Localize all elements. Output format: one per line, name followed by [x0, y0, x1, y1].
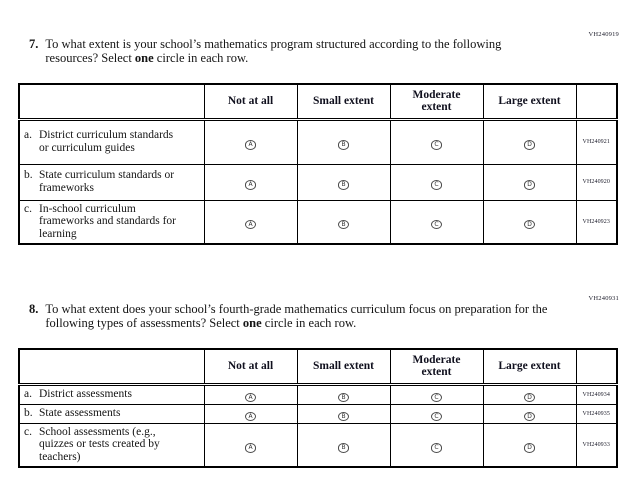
column-header-large-extent: Large extent — [482, 348, 577, 386]
empty-header-cell — [575, 83, 618, 121]
table-row: a. District curriculum standards or curr… — [18, 118, 618, 165]
column-header-not-at-all: Not at all — [203, 348, 298, 386]
row-letter: c. — [24, 202, 32, 215]
column-header-moderate-extent: Moderate extent — [389, 83, 484, 121]
item-code: VH240935 — [575, 403, 618, 424]
row-label: School assessments (e.g., quizzes or tes… — [39, 425, 160, 464]
question-text-part: circle in each row. — [261, 315, 357, 330]
row-label-cell: a. District assessments — [18, 383, 205, 405]
table-row: b. State curriculum standards or framewo… — [18, 163, 618, 201]
column-header-small-extent: Small extent — [296, 83, 391, 121]
option-circle-b[interactable]: B — [337, 180, 350, 190]
table-row: c. In-school curriculum frameworks and s… — [18, 199, 618, 245]
empty-header-cell — [575, 348, 618, 386]
option-circle-a[interactable]: A — [244, 219, 257, 230]
option-circle-d[interactable]: D — [523, 180, 536, 190]
table-row: b. State assessments A B C D VH240935 — [18, 403, 618, 424]
option-circle-b[interactable]: B — [337, 219, 350, 230]
question-8-prompt: 8. To what extent does your school’s fou… — [29, 302, 569, 330]
item-code: VH240920 — [575, 163, 618, 201]
option-circle-c[interactable]: C — [430, 411, 443, 422]
column-header-large-extent: Large extent — [482, 83, 577, 121]
option-circle-b[interactable]: B — [337, 140, 350, 150]
row-letter: b. — [24, 407, 33, 420]
row-letter: a. — [24, 388, 32, 401]
option-circle-c[interactable]: C — [430, 180, 443, 190]
option-circle-a[interactable]: A — [244, 180, 257, 190]
assessments-extent-table: Not at all Small extent Moderate extent … — [18, 348, 618, 468]
option-circle-c[interactable]: C — [430, 219, 443, 230]
question-text-bold: one — [134, 50, 154, 65]
item-code: VH240934 — [575, 383, 618, 405]
column-header-moderate-extent: Moderate extent — [389, 348, 484, 386]
question-code: VH240919 — [588, 31, 619, 38]
table-header-row: Not at all Small extent Moderate extent … — [18, 348, 618, 386]
option-circle-d[interactable]: D — [523, 219, 536, 230]
resources-extent-table: Not at all Small extent Moderate extent … — [18, 83, 618, 245]
question-7-prompt: 7. To what extent is your school’s mathe… — [29, 37, 569, 65]
option-circle-d[interactable]: D — [523, 140, 536, 150]
option-circle-b[interactable]: B — [337, 411, 350, 422]
question-text: To what extent is your school’s mathemat… — [45, 37, 550, 65]
option-circle-a[interactable]: A — [244, 392, 257, 403]
empty-header-cell — [18, 83, 205, 121]
option-circle-d[interactable]: D — [523, 443, 536, 453]
option-circle-d[interactable]: D — [523, 411, 536, 422]
question-number: 8. — [29, 302, 39, 316]
row-letter: b. — [24, 169, 33, 182]
row-letter: c. — [24, 425, 32, 438]
row-label: In-school curriculum frameworks and stan… — [39, 202, 176, 241]
question-text-bold: one — [242, 315, 262, 330]
empty-header-cell — [18, 348, 205, 386]
row-label-cell: c. School assessments (e.g., quizzes or … — [18, 422, 205, 468]
row-label-cell: b. State assessments — [18, 403, 205, 424]
question-text-part: To what extent is your school’s mathemat… — [45, 37, 502, 65]
table-row: a. District assessments A B C D VH240934 — [18, 383, 618, 405]
row-label-cell: a. District curriculum standards or curr… — [18, 118, 205, 165]
column-header-not-at-all: Not at all — [203, 83, 298, 121]
option-circle-b[interactable]: B — [337, 443, 350, 453]
row-label: District curriculum standards or curricu… — [39, 129, 174, 154]
option-circle-a[interactable]: A — [244, 411, 257, 422]
option-circle-a[interactable]: A — [244, 443, 257, 453]
row-label: District assessments — [39, 388, 132, 401]
row-label-cell: c. In-school curriculum frameworks and s… — [18, 199, 205, 245]
table-header-row: Not at all Small extent Moderate extent … — [18, 83, 618, 121]
option-circle-c[interactable]: C — [430, 392, 443, 403]
question-text-part: To what extent does your school’s fourth… — [45, 302, 548, 330]
item-code: VH240923 — [575, 199, 618, 245]
option-circle-c[interactable]: C — [430, 140, 443, 150]
column-header-small-extent: Small extent — [296, 348, 391, 386]
question-text: To what extent does your school’s fourth… — [45, 302, 550, 330]
option-circle-b[interactable]: B — [337, 392, 350, 403]
row-label: State assessments — [39, 407, 121, 420]
option-circle-c[interactable]: C — [430, 443, 443, 453]
item-code: VH240921 — [575, 118, 618, 165]
question-number: 7. — [29, 37, 39, 51]
question-text-part: circle in each row. — [153, 50, 249, 65]
option-circle-d[interactable]: D — [523, 392, 536, 403]
row-label-cell: b. State curriculum standards or framewo… — [18, 163, 205, 201]
item-code: VH240933 — [575, 422, 618, 468]
option-circle-a[interactable]: A — [244, 140, 257, 150]
row-letter: a. — [24, 129, 32, 142]
table-row: c. School assessments (e.g., quizzes or … — [18, 422, 618, 468]
row-label: State curriculum standards or frameworks — [39, 169, 175, 194]
question-code: VH240931 — [588, 295, 619, 302]
